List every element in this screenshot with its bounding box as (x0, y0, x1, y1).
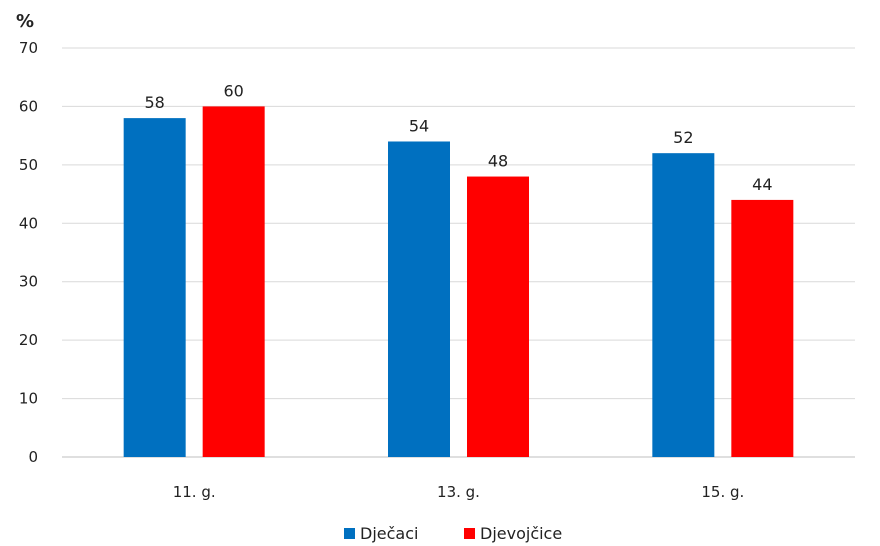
bar-series2 (731, 199, 794, 457)
data-label: 52 (673, 128, 693, 147)
bar-series2 (202, 106, 265, 457)
bar-series1 (652, 153, 715, 457)
x-tick-label: 15. g. (701, 483, 744, 501)
y-tick-label: 10 (19, 390, 38, 408)
bar-series2 (467, 176, 529, 458)
y-tick-label: 40 (19, 214, 38, 232)
legend-swatch (344, 528, 355, 539)
data-label: 58 (144, 93, 164, 112)
legend-label: Dječaci (360, 524, 418, 543)
legend-label: Djevojčice (480, 524, 562, 543)
x-tick-label: 11. g. (173, 483, 216, 501)
legend-swatch (464, 528, 475, 539)
data-label: 60 (223, 81, 243, 100)
x-tick-label: 13. g. (437, 483, 480, 501)
data-label: 54 (409, 116, 429, 135)
y-tick-label: 60 (19, 97, 38, 115)
y-tick-label: 20 (19, 331, 38, 349)
y-tick-label: 30 (19, 273, 38, 291)
data-label: 48 (488, 152, 508, 171)
legend: Dječaci Djevojčice (344, 524, 562, 543)
y-axis-ticks: 0 10 20 30 40 50 60 70 (19, 39, 38, 466)
y-tick-label: 0 (28, 448, 38, 466)
x-axis-labels: 11. g. 13. g. 15. g. (173, 483, 745, 501)
y-axis-unit: % (16, 11, 34, 32)
bar-series1 (388, 141, 450, 457)
data-label: 44 (752, 175, 772, 194)
data-labels: 58 60 54 48 52 44 (144, 81, 772, 193)
bar-series1 (123, 118, 186, 457)
bars (123, 106, 794, 458)
gridlines (62, 47, 855, 458)
y-tick-label: 50 (19, 156, 38, 174)
y-tick-label: 70 (19, 39, 38, 57)
